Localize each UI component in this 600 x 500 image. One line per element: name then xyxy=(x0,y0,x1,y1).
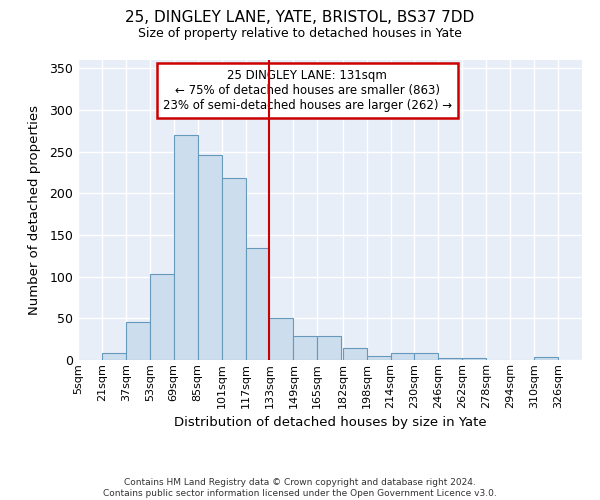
Bar xyxy=(197,155,221,360)
Bar xyxy=(317,336,341,360)
Bar xyxy=(391,352,415,360)
Bar xyxy=(269,318,293,360)
X-axis label: Distribution of detached houses by size in Yate: Distribution of detached houses by size … xyxy=(173,416,487,429)
Text: Contains HM Land Registry data © Crown copyright and database right 2024.
Contai: Contains HM Land Registry data © Crown c… xyxy=(103,478,497,498)
Y-axis label: Number of detached properties: Number of detached properties xyxy=(28,105,41,315)
Bar xyxy=(221,178,245,360)
Bar xyxy=(534,356,558,360)
Bar xyxy=(174,135,197,360)
Bar xyxy=(126,322,150,360)
Bar xyxy=(367,356,391,360)
Text: 25 DINGLEY LANE: 131sqm
← 75% of detached houses are smaller (863)
23% of semi-d: 25 DINGLEY LANE: 131sqm ← 75% of detache… xyxy=(163,69,452,112)
Bar xyxy=(293,336,317,360)
Bar xyxy=(150,274,174,360)
Bar xyxy=(463,358,486,360)
Bar xyxy=(245,248,269,360)
Bar xyxy=(343,348,367,360)
Bar xyxy=(415,352,439,360)
Text: 25, DINGLEY LANE, YATE, BRISTOL, BS37 7DD: 25, DINGLEY LANE, YATE, BRISTOL, BS37 7D… xyxy=(125,10,475,25)
Text: Size of property relative to detached houses in Yate: Size of property relative to detached ho… xyxy=(138,28,462,40)
Bar xyxy=(439,358,463,360)
Bar xyxy=(102,352,126,360)
